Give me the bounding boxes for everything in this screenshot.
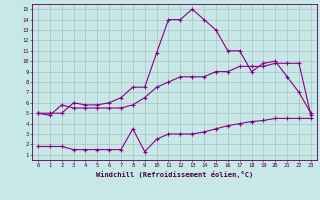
X-axis label: Windchill (Refroidissement éolien,°C): Windchill (Refroidissement éolien,°C) xyxy=(96,171,253,178)
